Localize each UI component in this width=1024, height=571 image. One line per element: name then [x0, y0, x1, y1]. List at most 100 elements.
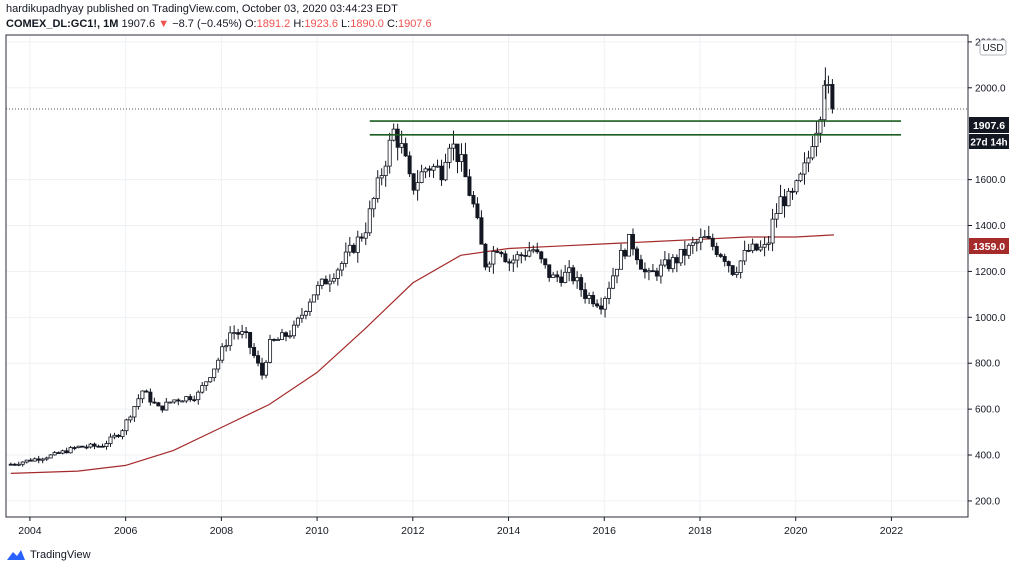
candle-body [152, 401, 157, 404]
candle-body [611, 275, 616, 289]
candle-body [495, 251, 500, 253]
candle-body [790, 190, 795, 193]
candle-body [459, 154, 464, 163]
candle-body [196, 391, 201, 401]
candle-body [224, 345, 229, 348]
candle-body [216, 359, 221, 370]
candle-body [40, 458, 45, 461]
candle-body [319, 278, 324, 286]
candle-body [718, 254, 723, 257]
close-label: C: [386, 18, 398, 30]
candle-body [240, 331, 245, 335]
candle-body [367, 208, 372, 234]
candle-body [327, 280, 332, 285]
x-tick-label: 2020 [784, 525, 808, 537]
price-axis[interactable]: 200.0 400.0 600.0 800.0 1000.0 1200.0 1400.0 16… [968, 37, 1006, 507]
candle-body [782, 196, 787, 207]
low-label: L: [341, 18, 351, 30]
high-label: H: [293, 18, 305, 30]
candle-body [208, 377, 213, 383]
candle-body [634, 248, 639, 261]
candle-body [491, 251, 496, 265]
high-value: 1923.6 [304, 18, 338, 30]
change-value: −8.7 (−0.45%) [172, 18, 242, 30]
candle-body [184, 396, 189, 402]
candle-body [84, 446, 89, 449]
candle-body [531, 249, 536, 252]
candle-body [244, 331, 249, 334]
candle-body [268, 339, 273, 363]
candle-body [483, 243, 488, 268]
candle-body [607, 287, 612, 299]
publish-line: hardikupadhyay published on TradingView.… [6, 3, 398, 15]
publish-text: published on TradingView.com, October 03… [86, 3, 398, 15]
candle-body [770, 218, 775, 244]
candle-body [666, 259, 671, 270]
candle-body [662, 259, 667, 266]
moving-average-layer [10, 234, 835, 474]
candle-body [108, 436, 113, 445]
candle-body [252, 347, 257, 356]
candle-body [347, 244, 352, 253]
candle-body [279, 332, 284, 340]
candle-body [435, 165, 440, 168]
candle-body [276, 339, 281, 341]
y-tick-label: 1000.0 [975, 313, 1006, 324]
candle-body [96, 445, 101, 448]
change-arrow-icon: ▼ [158, 18, 170, 30]
candle-body [232, 332, 237, 334]
candle-body [128, 416, 133, 421]
candle-body [200, 385, 205, 393]
candle-body [140, 390, 145, 400]
candle-body [559, 276, 564, 283]
candle-body [172, 399, 177, 403]
x-tick-label: 2022 [880, 525, 904, 537]
candle-body [311, 294, 316, 303]
time-axis[interactable]: 2004 2006 2008 2010 2012 2014 2016 2018 2020 2022 [18, 517, 903, 537]
candle-body [543, 258, 548, 266]
candle-body [423, 168, 428, 173]
candle-body [567, 267, 572, 273]
currency-badge[interactable]: USD [979, 39, 1007, 56]
x-tick-label: 2004 [18, 525, 42, 537]
y-tick-label: 800.0 [975, 359, 1000, 370]
candle-body [722, 256, 727, 262]
footer-brand[interactable]: TradingView [6, 548, 91, 562]
candle-body [411, 173, 416, 191]
tradingview-logo-icon [7, 550, 25, 560]
candle-body [295, 317, 300, 326]
moving-average-line [10, 234, 835, 474]
candle-body [754, 243, 759, 251]
candle-body [670, 257, 675, 270]
candle-body [168, 401, 173, 404]
low-value: 1890.0 [350, 18, 384, 30]
candle-body [798, 173, 803, 182]
candle-body [236, 332, 241, 335]
candle-body [335, 269, 340, 279]
x-tick-label: 2016 [593, 525, 617, 537]
symbol-label[interactable]: COMEX_DL:GC1!, 1M [6, 18, 119, 30]
open-value: 1891.2 [256, 18, 291, 30]
candle-body [343, 251, 348, 264]
candle-body [12, 463, 17, 466]
candle-body [264, 361, 269, 376]
candle-body [291, 324, 296, 337]
candle-body [68, 447, 73, 454]
candle-body [523, 254, 528, 257]
candle-body [124, 419, 129, 432]
candle-body [806, 157, 811, 164]
candle-body [283, 332, 288, 337]
candle-body [28, 459, 33, 462]
candle-body [120, 430, 125, 437]
candle-body [403, 143, 408, 157]
candle-body [176, 399, 181, 402]
candle-body [690, 242, 695, 246]
candle-body [774, 213, 779, 220]
candle-body [547, 264, 552, 278]
candle-body [630, 234, 635, 250]
candle-body [156, 402, 161, 407]
candle-body [499, 251, 504, 255]
candle-body [431, 166, 436, 171]
candle-body [116, 434, 121, 437]
